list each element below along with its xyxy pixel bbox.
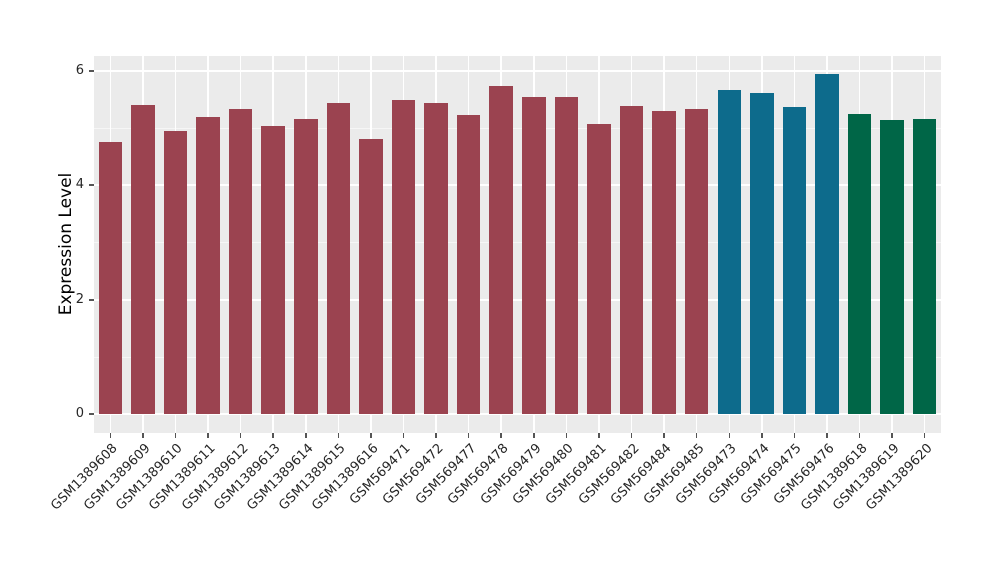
bar-GSM1389614 — [294, 118, 318, 415]
x-tick-mark — [305, 433, 307, 438]
bar-GSM1389616 — [359, 138, 383, 415]
x-tick-mark — [109, 433, 112, 438]
plot-panel — [94, 56, 941, 433]
y-minor-gridline — [94, 242, 941, 244]
bar-GSM569471 — [391, 99, 416, 415]
x-tick-mark — [923, 433, 926, 438]
y-minor-gridline — [94, 127, 941, 129]
y-major-gridline — [94, 413, 941, 416]
x-tick-mark — [467, 433, 470, 438]
y-minor-gridline — [94, 356, 941, 358]
bar-GSM569474 — [750, 92, 774, 415]
x-tick-mark — [891, 433, 893, 438]
bar-GSM569480 — [554, 96, 579, 415]
x-tick-mark — [565, 433, 568, 438]
bar-GSM569477 — [456, 114, 481, 415]
bar-GSM1389613 — [261, 125, 285, 415]
y-tick-mark — [89, 413, 94, 416]
y-tick-mark — [89, 69, 94, 72]
x-tick-mark — [272, 433, 274, 438]
x-tick-mark — [598, 433, 600, 438]
bar-GSM569473 — [717, 90, 741, 415]
x-tick-mark — [728, 433, 730, 438]
x-tick-mark — [435, 433, 437, 438]
x-tick-mark — [239, 433, 242, 438]
bar-GSM1389620 — [912, 118, 937, 415]
bar-GSM569478 — [489, 86, 513, 415]
y-tick-label: 2 — [75, 291, 84, 307]
y-tick-label: 4 — [75, 177, 84, 193]
x-tick-mark — [402, 433, 405, 438]
bar-GSM569476 — [815, 74, 839, 415]
y-tick-label: 0 — [75, 406, 84, 422]
bar-GSM1389619 — [880, 120, 904, 415]
bar-GSM569479 — [522, 97, 546, 415]
x-tick-mark — [826, 433, 828, 438]
x-tick-mark — [500, 433, 502, 438]
bar-GSM569481 — [587, 124, 611, 415]
bar-GSM1389612 — [228, 109, 253, 415]
y-tick-mark — [89, 298, 94, 301]
bar-GSM1389609 — [131, 105, 155, 415]
x-tick-mark — [207, 433, 209, 438]
bar-GSM569485 — [684, 109, 709, 415]
y-tick-label: 6 — [75, 62, 84, 78]
x-tick-mark — [533, 433, 535, 438]
x-tick-mark — [337, 433, 340, 438]
bar-GSM569482 — [619, 105, 644, 415]
bar-GSM569484 — [652, 110, 676, 415]
x-tick-mark — [695, 433, 698, 438]
y-major-gridline — [94, 298, 941, 301]
y-tick-mark — [89, 184, 94, 187]
bar-GSM1389608 — [98, 141, 123, 415]
x-tick-mark — [142, 433, 144, 438]
bar-GSM1389618 — [847, 113, 872, 415]
x-tick-mark — [663, 433, 665, 438]
bar-GSM1389611 — [196, 117, 220, 415]
bar-GSM569475 — [782, 106, 807, 415]
x-tick-mark — [174, 433, 177, 438]
x-tick-mark — [630, 433, 633, 438]
x-tick-mark — [370, 433, 372, 438]
x-tick-mark — [761, 433, 763, 438]
x-tick-mark — [793, 433, 796, 438]
y-major-gridline — [94, 69, 941, 72]
bar-GSM1389615 — [326, 103, 351, 415]
y-major-gridline — [94, 184, 941, 187]
bar-GSM569472 — [424, 103, 448, 415]
bar-GSM1389610 — [163, 130, 188, 415]
x-tick-mark — [858, 433, 861, 438]
